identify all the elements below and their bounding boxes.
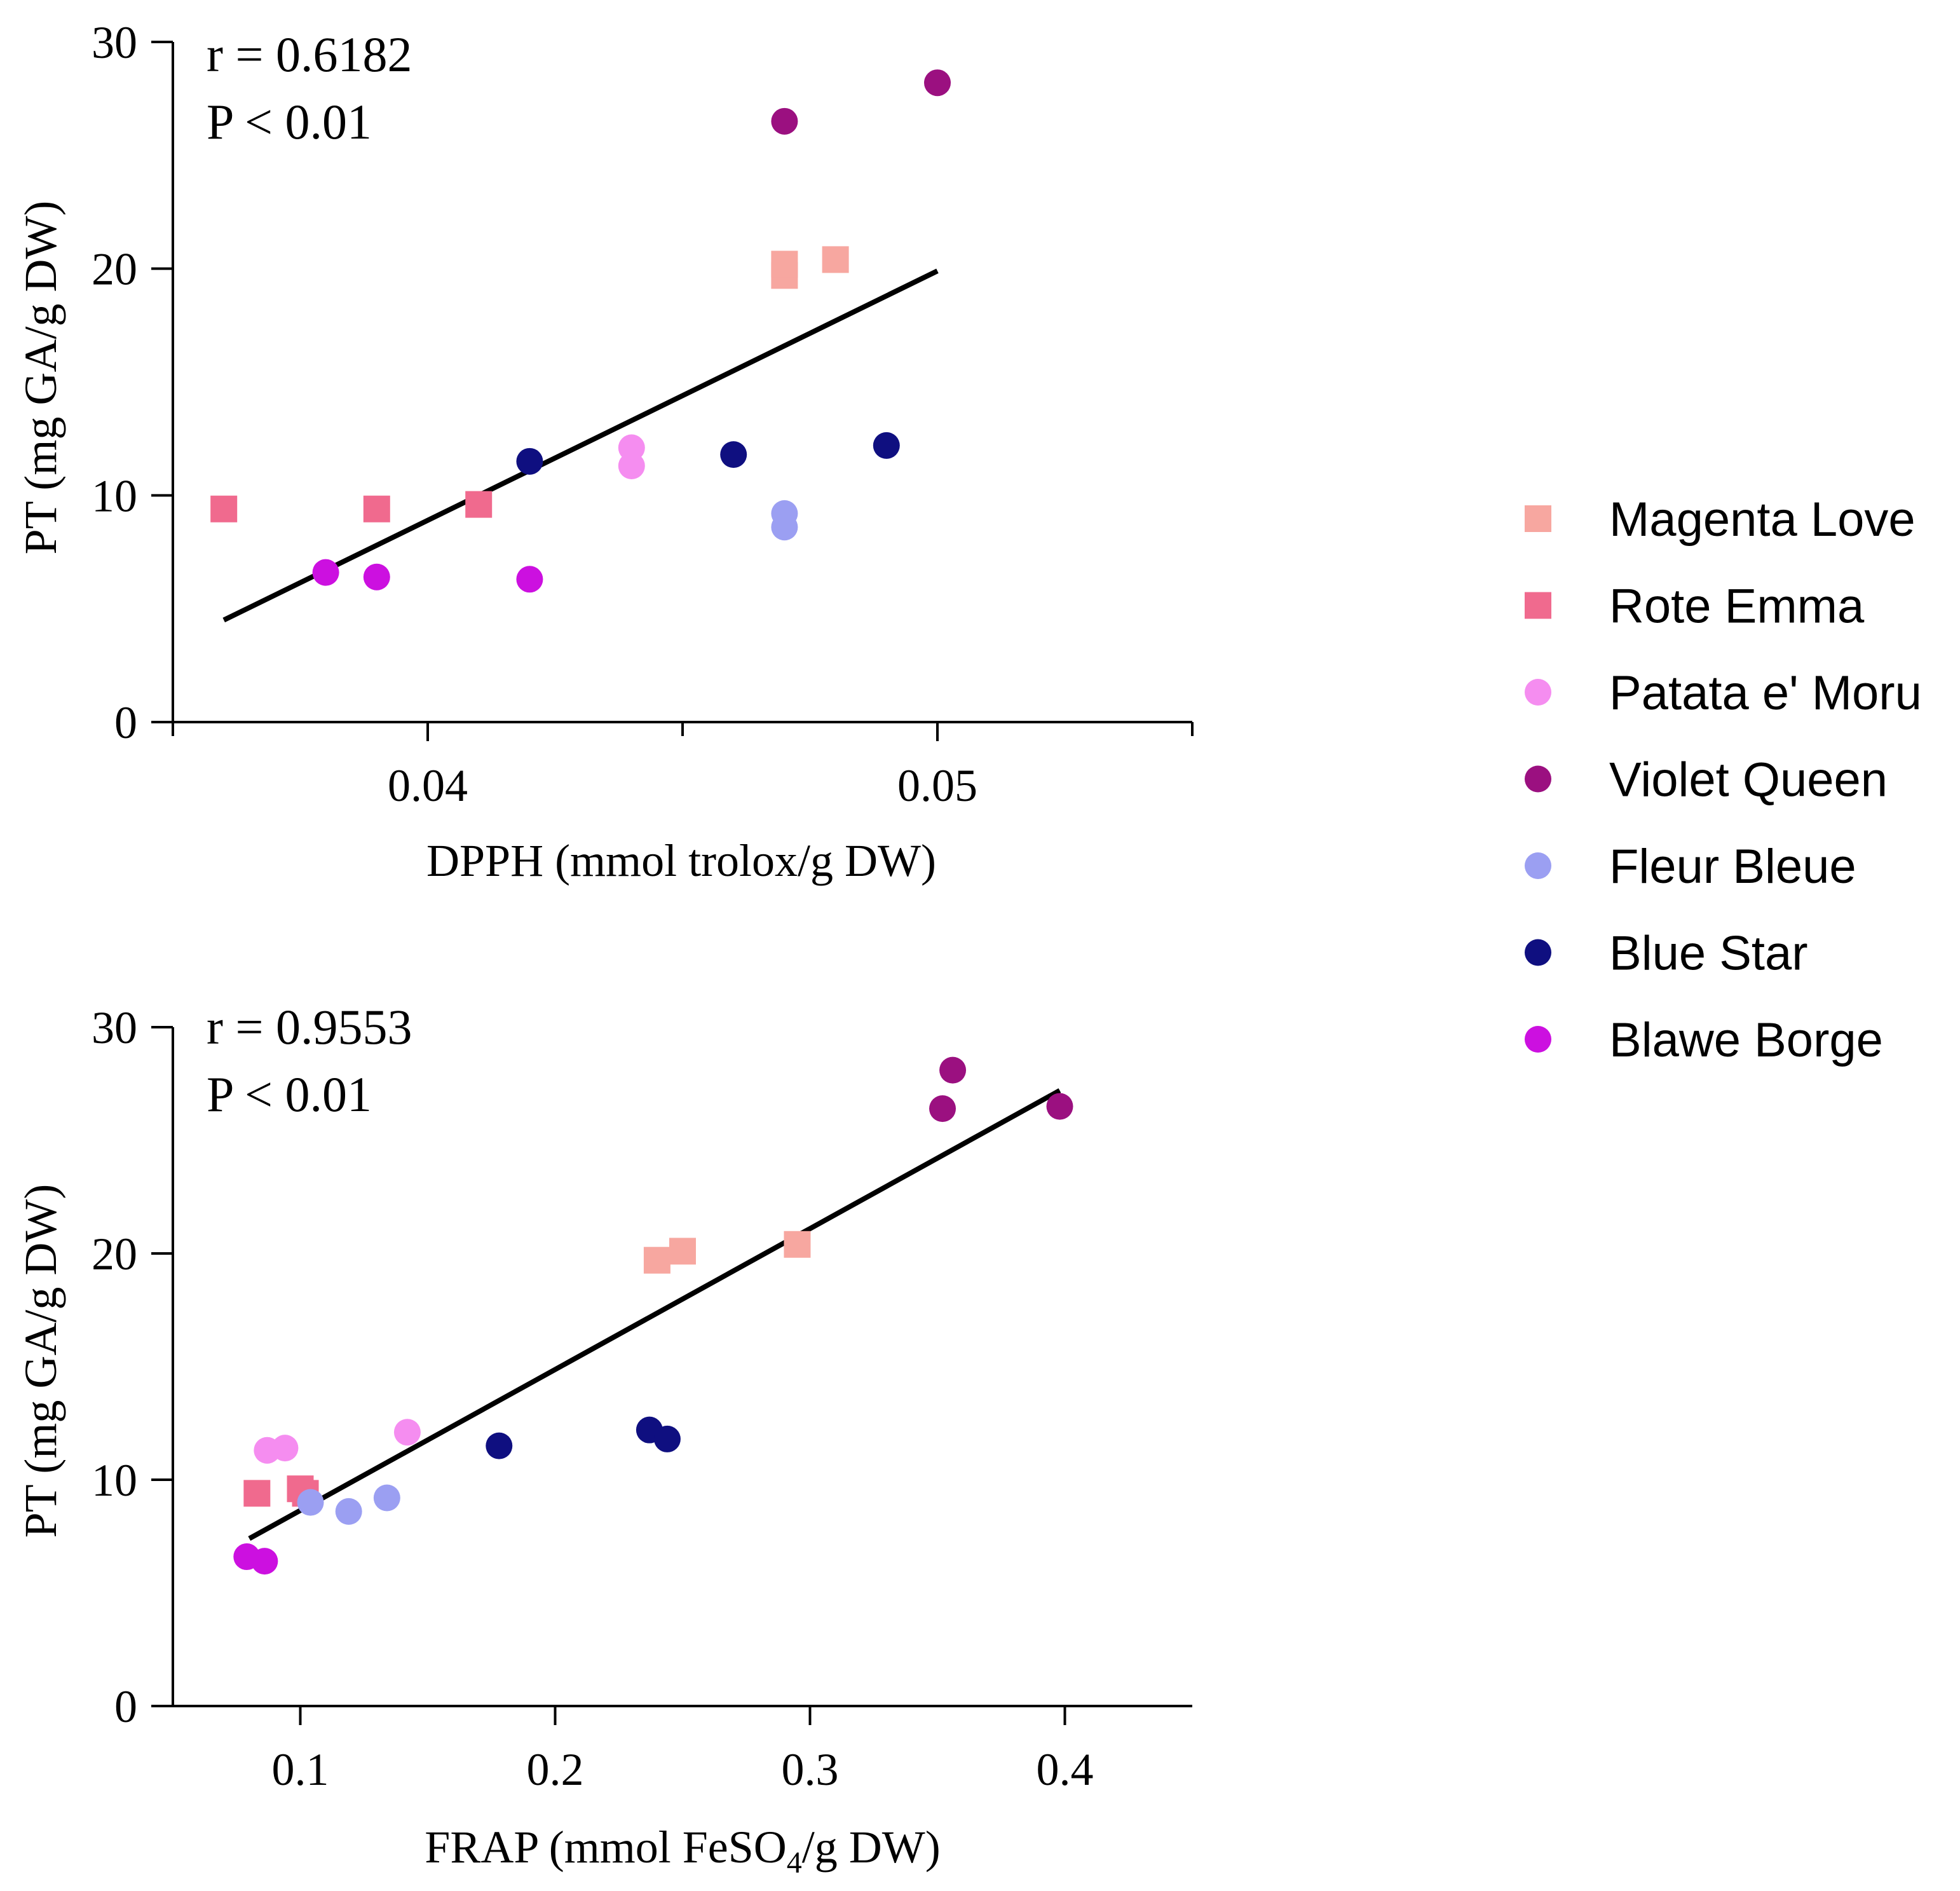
bottom-point-magenta-love (784, 1231, 811, 1258)
bottom-points (233, 1056, 1073, 1575)
bottom-point-magenta-love (669, 1238, 696, 1265)
legend-marker (1525, 852, 1551, 879)
legend-label: Rote Emma (1609, 580, 1865, 634)
top-point-blawe-borge (363, 563, 390, 591)
legend-marker (1525, 679, 1551, 706)
legend-item-fleur-bleue: Fleur Bleue (1525, 840, 1856, 894)
bottom-point-patata-e-moru (393, 1419, 421, 1446)
top-point-blue-star (516, 447, 543, 475)
top-chart: 0 10 20 30 0.04 0.05 r = 0.6182 P < 0.01 DPPH… (15, 17, 1194, 886)
bottom-y-tick-label: 30 (92, 1002, 137, 1053)
bottom-x-label-sub: 4 (787, 1846, 802, 1880)
legend-item-blue-star: Blue Star (1525, 927, 1808, 981)
top-x-tick-label: 0.05 (897, 760, 977, 811)
legend-marker (1525, 765, 1551, 793)
legend-marker (1525, 592, 1551, 619)
bottom-x-tick-label: 0.4 (1037, 1744, 1094, 1795)
bottom-y-tick-label: 20 (92, 1229, 137, 1280)
bottom-y-tick-label: 10 (92, 1455, 137, 1506)
legend-item-patata-e-moru: Patata e' Moru (1525, 666, 1922, 720)
bottom-point-magenta-love (643, 1246, 670, 1274)
bottom-point-violet-queen (929, 1095, 956, 1123)
bottom-point-blawe-borge (251, 1548, 278, 1575)
top-points (210, 69, 951, 593)
bottom-x-tick-label: 0.1 (272, 1744, 329, 1795)
top-point-violet-queen (771, 107, 798, 135)
top-r-value: r = 0.6182 (207, 27, 412, 82)
bottom-point-rote-emma (243, 1480, 271, 1507)
bottom-fit-line (248, 1088, 1061, 1541)
bottom-point-violet-queen (1046, 1093, 1073, 1120)
legend: Magenta Love Rote Emma Patata e' Moru Viole… (1525, 493, 1922, 1067)
legend-item-blawe-borge: Blawe Borge (1525, 1013, 1883, 1067)
top-point-blue-star (720, 441, 747, 468)
top-y-tick-label: 30 (92, 17, 137, 68)
top-point-blawe-borge (516, 566, 543, 593)
top-y-axis-label: PT (mg GA/g DW) (15, 201, 66, 555)
bottom-point-patata-e-moru (271, 1435, 299, 1462)
top-point-rote-emma (363, 495, 390, 522)
bottom-point-blue-star (653, 1425, 681, 1452)
bottom-r-value: r = 0.9553 (207, 999, 412, 1055)
top-fit-line-group (222, 268, 939, 623)
bottom-x-tick-label: 0.2 (527, 1744, 584, 1795)
bottom-y-tick-label: 0 (114, 1681, 137, 1732)
top-point-fleur-bleue (771, 514, 798, 541)
bottom-point-blue-star (486, 1432, 513, 1459)
bottom-x-tick-label: 0.3 (782, 1744, 839, 1795)
bottom-x-label-main: FRAP (mmol FeSO (425, 1822, 786, 1873)
legend-label: Fleur Bleue (1609, 840, 1856, 894)
bottom-fit-line-group (248, 1088, 1061, 1541)
top-axes: 0 10 20 30 0.04 0.05 (92, 17, 1194, 811)
legend-label: Patata e' Moru (1609, 666, 1922, 720)
top-point-rote-emma (465, 491, 493, 518)
bottom-point-fleur-bleue (335, 1498, 362, 1525)
top-x-tick-label: 0.04 (388, 760, 468, 811)
legend-marker (1525, 505, 1551, 532)
legend-item-magenta-love: Magenta Love (1525, 493, 1916, 547)
bottom-point-violet-queen (939, 1056, 967, 1084)
bottom-point-fleur-bleue (373, 1484, 400, 1512)
top-y-tick-label: 0 (114, 697, 137, 748)
top-point-violet-queen (924, 69, 951, 97)
bottom-point-fleur-bleue (297, 1489, 324, 1516)
top-point-blue-star (873, 432, 900, 459)
top-p-value: P < 0.01 (207, 94, 372, 149)
top-point-magenta-love (822, 246, 849, 273)
top-point-magenta-love (771, 250, 798, 278)
legend-item-violet-queen: Violet Queen (1525, 753, 1888, 807)
bottom-x-axis-label: FRAP (mmol FeSO4/g DW) (425, 1822, 940, 1880)
legend-label: Magenta Love (1609, 493, 1916, 547)
top-y-tick-label: 10 (92, 470, 137, 521)
top-point-rote-emma (210, 495, 238, 522)
legend-item-rote-emma: Rote Emma (1525, 580, 1865, 634)
bottom-axes: 0 10 20 30 0.1 0.2 0.3 0.4 (92, 1002, 1192, 1795)
legend-marker (1525, 939, 1551, 966)
top-fit-line (222, 268, 939, 623)
legend-label: Blawe Borge (1609, 1013, 1883, 1067)
bottom-y-axis-label: PT (mg GA/g DW) (15, 1184, 66, 1538)
bottom-x-label-tail: /g DW) (802, 1822, 941, 1873)
top-point-patata-e-moru (618, 452, 645, 479)
legend-label: Blue Star (1609, 927, 1808, 981)
top-x-axis-label: DPPH (mmol trolox/g DW) (426, 835, 936, 886)
legend-label: Violet Queen (1609, 753, 1888, 807)
bottom-p-value: P < 0.01 (207, 1067, 372, 1122)
top-point-blawe-borge (312, 559, 339, 586)
top-y-tick-label: 20 (92, 244, 137, 295)
legend-marker (1525, 1026, 1551, 1053)
